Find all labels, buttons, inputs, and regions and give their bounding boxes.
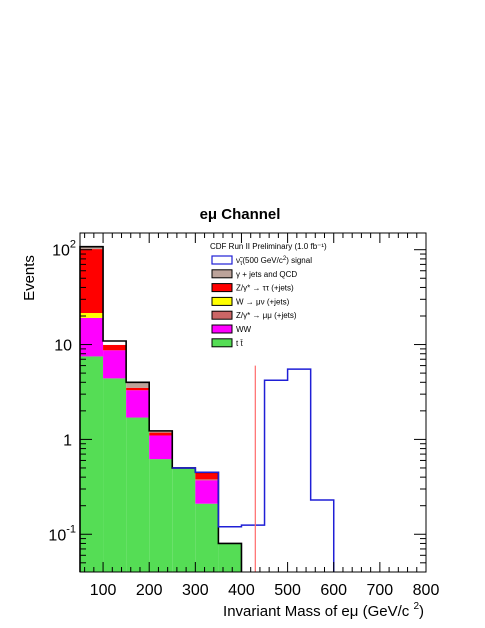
y-tick-label: 10 xyxy=(54,338,72,355)
chart-title: eμ Channel xyxy=(200,206,281,223)
x-tick-label: 800 xyxy=(413,582,440,599)
plot-area: 100 200 300 400 500 600 700 800 10-1 1 10 102 xyxy=(48,232,440,599)
legend-swatch-5 xyxy=(211,324,233,334)
stack-bar-0-bin-3 xyxy=(149,459,173,572)
x-tick-label: 300 xyxy=(182,582,209,599)
stack-bar-5-bin-3 xyxy=(149,430,173,433)
x-tick-label: 100 xyxy=(90,582,117,599)
stack-bar-2-bin-5 xyxy=(195,479,219,481)
x-axis-title: Invariant Mass of eμ (GeV/c 2) xyxy=(223,601,424,620)
legend-swatch-1 xyxy=(211,269,233,279)
stack-bar-1-bin-3 xyxy=(149,435,173,460)
stack-bar-0-bin-6 xyxy=(218,543,242,572)
stack-bar-1-bin-2 xyxy=(126,390,150,418)
stack-bar-1-bin-5 xyxy=(195,480,219,504)
stack-bar-4-bin-5 xyxy=(195,472,219,480)
legend-swatch-0 xyxy=(211,255,233,265)
stack-bar-3-bin-0 xyxy=(80,313,104,318)
x-tick-label: 700 xyxy=(367,582,394,599)
stack-bar-1-bin-0 xyxy=(80,317,104,357)
legend-swatch-4 xyxy=(211,310,233,320)
legend-label-5: WW xyxy=(236,325,252,334)
x-tick-label: 400 xyxy=(228,582,255,599)
legend: CDF Run II Preliminary (1.0 fb⁻¹) ν̃τ(500… xyxy=(210,242,327,348)
y-tick-label: 102 xyxy=(52,239,76,260)
legend-label-0: ν̃τ(500 GeV/c2) signal xyxy=(236,256,312,267)
x-tick-label: 200 xyxy=(136,582,163,599)
stack-bar-4-bin-3 xyxy=(149,432,173,436)
x-tick-label: 500 xyxy=(274,582,301,599)
x-tick-label: 600 xyxy=(320,582,347,599)
legend-label-6: t t̄ xyxy=(236,339,243,348)
stack-bar-0-bin-2 xyxy=(126,417,150,572)
y-tick-label: 1 xyxy=(63,432,72,449)
stack-bar-1-bin-1 xyxy=(103,350,127,379)
stack-bar-0-bin-1 xyxy=(103,378,127,572)
stack-bar-5-bin-0 xyxy=(80,246,104,250)
y-axis-title: Events xyxy=(21,255,38,301)
signal-histogram xyxy=(172,368,335,572)
stack-bar-5-bin-2 xyxy=(126,382,150,388)
legend-swatch-6 xyxy=(211,338,233,348)
legend-swatch-2 xyxy=(211,283,233,293)
stack-bar-4-bin-2 xyxy=(126,387,150,391)
legend-label-4: Z/γ* → μμ (+jets) xyxy=(236,311,297,320)
stack-bar-0-bin-0 xyxy=(80,356,104,572)
legend-swatch-3 xyxy=(211,296,233,306)
legend-label-2: Z/γ* → ττ (+jets) xyxy=(236,284,294,293)
stack-bar-4-bin-1 xyxy=(103,344,127,351)
plot-frame xyxy=(79,232,427,573)
legend-label-1: γ + jets and QCD xyxy=(236,270,297,279)
stack-bar-4-bin-0 xyxy=(80,249,104,314)
stack-bar-0-bin-5 xyxy=(195,503,219,572)
y-tick-label: 10-1 xyxy=(48,523,76,544)
legend-label-3: W → μν (+jets) xyxy=(236,297,290,306)
legend-header: CDF Run II Preliminary (1.0 fb⁻¹) xyxy=(210,242,327,251)
stack-bar-0-bin-4 xyxy=(172,467,196,572)
